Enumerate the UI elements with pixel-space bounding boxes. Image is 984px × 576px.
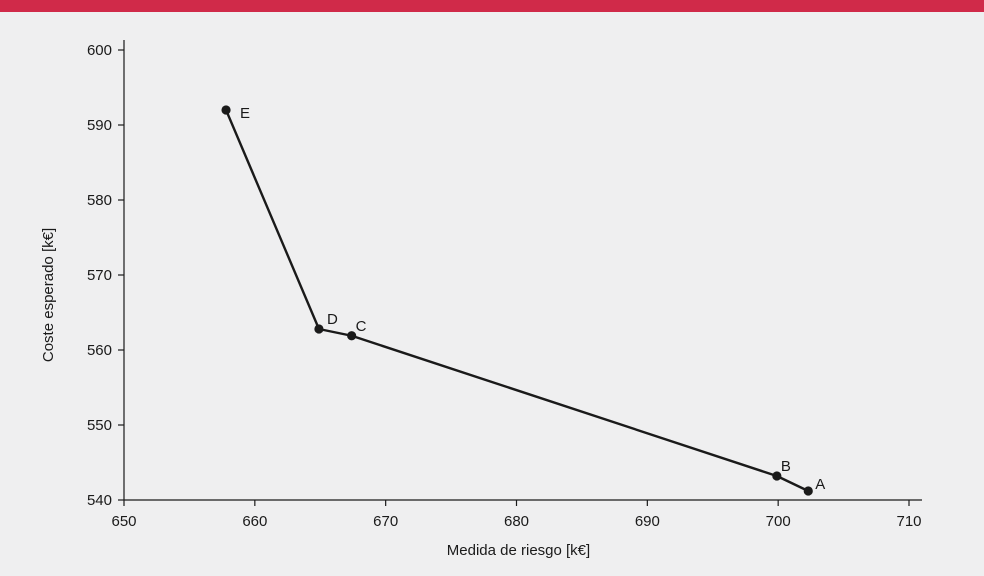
point-a [803, 486, 813, 496]
frontier-line [224, 109, 809, 493]
x-tick-label: 650 [111, 513, 136, 530]
point-label-d: D [327, 311, 338, 328]
point-label-e: E [240, 105, 250, 122]
y-tick-label: 590 [87, 117, 112, 134]
y-tick-label: 540 [87, 492, 112, 509]
x-tick-label: 710 [896, 513, 921, 530]
y-tick-label: 600 [87, 42, 112, 59]
point-label-c: C [356, 318, 367, 335]
x-tick-label: 690 [635, 513, 660, 530]
x-tick-label: 700 [766, 513, 791, 530]
y-tick-label: 560 [87, 342, 112, 359]
y-tick-label: 550 [87, 417, 112, 434]
point-c [347, 331, 357, 341]
point-d [314, 324, 324, 334]
y-axis-title: Coste esperado [k€] [40, 228, 57, 362]
top-accent-bar [0, 0, 984, 12]
x-tick-label: 670 [373, 513, 398, 530]
point-labels: E D C B A [240, 105, 825, 493]
y-tick-label: 570 [87, 267, 112, 284]
point-label-b: B [781, 458, 791, 475]
x-tick-label: 680 [504, 513, 529, 530]
point-b [772, 471, 782, 481]
series-efficient-frontier [221, 105, 813, 496]
x-axis-title: Medida de riesgo [k€] [447, 542, 590, 559]
point-label-a: A [815, 476, 825, 493]
y-tick-label: 580 [87, 192, 112, 209]
axes: 650 660 670 680 690 700 710 540 550 560 570 580 590 6… [87, 40, 922, 530]
point-e [221, 105, 231, 115]
x-tick-label: 660 [242, 513, 267, 530]
